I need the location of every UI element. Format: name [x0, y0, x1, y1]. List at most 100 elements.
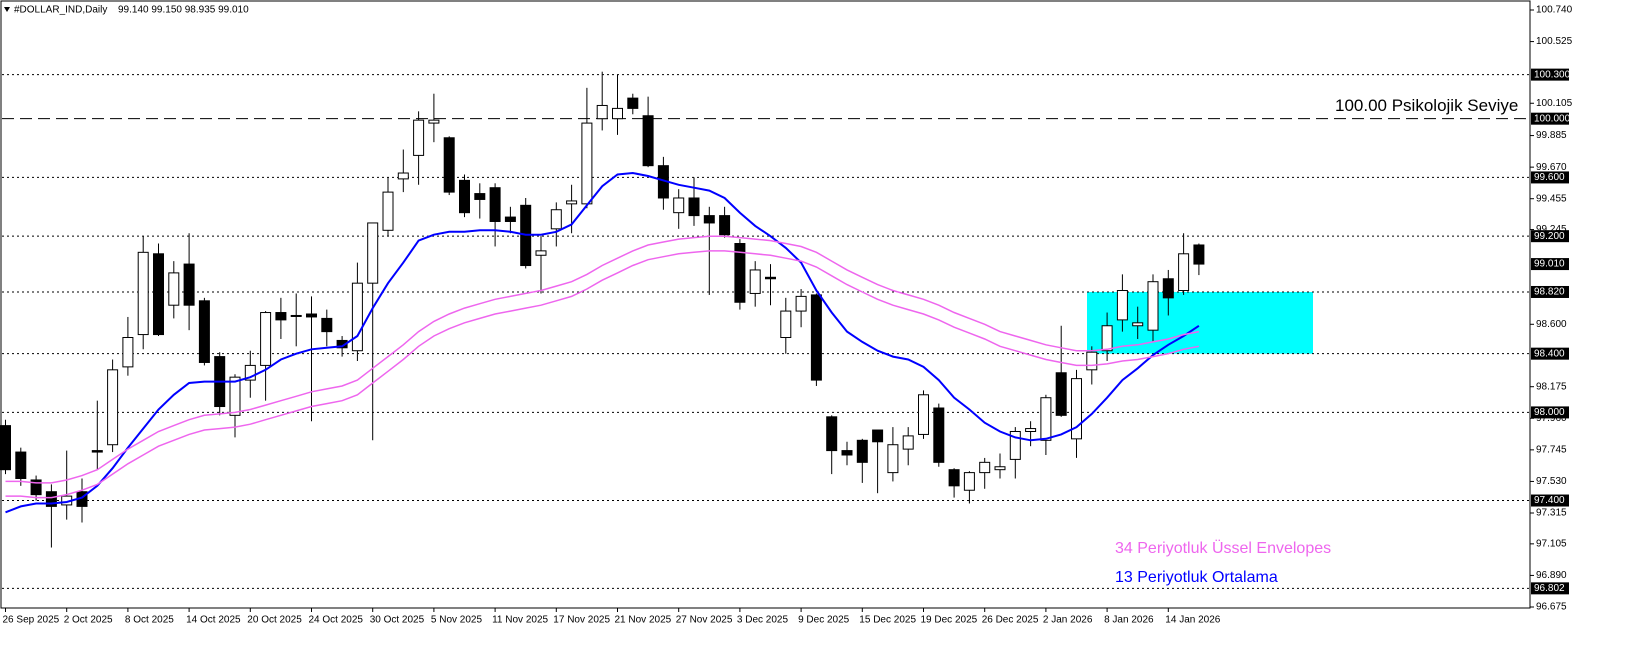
candle-body	[15, 451, 27, 479]
level-label: 100.000	[1534, 113, 1571, 124]
quote: 99.140 99.150 98.935 99.010	[118, 5, 249, 16]
x-tick-label: 19 Dec 2025	[921, 615, 978, 626]
level-label-bg	[1531, 68, 1569, 81]
level-label: 97.400	[1534, 495, 1565, 506]
y-tick-label: 96.675	[1536, 602, 1567, 613]
candle-body	[1193, 244, 1205, 265]
candle-body	[474, 193, 486, 200]
candle-body	[122, 337, 134, 368]
candle-body	[91, 450, 103, 453]
candle-body	[887, 444, 899, 474]
candle-body	[902, 435, 914, 450]
x-tick-label: 2 Jan 2026	[1043, 615, 1093, 626]
x-tick-label: 30 Oct 2025	[370, 615, 425, 626]
candle-body	[1040, 397, 1052, 441]
candle-body	[918, 394, 929, 435]
indicator-line	[5, 250, 1200, 499]
chart-title: #DOLLAR_IND,Daily	[14, 5, 107, 16]
y-tick-label: 99.885	[1536, 130, 1567, 141]
candle-body	[872, 429, 884, 443]
y-tick-label: 97.315	[1536, 508, 1567, 519]
candle-body	[612, 107, 623, 120]
legend-label: 34 Periyotluk Üssel Envelopes	[1115, 539, 1331, 557]
x-tick-label: 11 Nov 2025	[492, 615, 548, 626]
candle-body	[780, 310, 792, 339]
candle-body	[596, 104, 608, 120]
bid-label-bg	[1531, 258, 1569, 271]
candle-body	[351, 282, 363, 352]
candle-body	[765, 276, 776, 280]
level-label: 100.300	[1534, 69, 1571, 80]
y-tick-label: 98.175	[1536, 381, 1567, 392]
x-tick-label: 2 Oct 2025	[64, 615, 113, 626]
y-tick-label: 96.890	[1536, 570, 1567, 581]
candle-body	[428, 119, 440, 124]
candle-body	[535, 250, 547, 256]
candle-body	[719, 215, 731, 236]
y-tick-label: 100.105	[1536, 98, 1573, 109]
candle-body	[244, 364, 256, 381]
candle-body	[459, 179, 470, 214]
y-tick-label: 99.245	[1536, 224, 1567, 235]
candle-body	[1025, 428, 1037, 432]
level-label: 98.000	[1534, 407, 1565, 418]
candle-body	[1132, 322, 1144, 327]
x-tick-label: 14 Oct 2025	[186, 615, 241, 626]
candle-body	[826, 416, 838, 452]
level-note: 100.00 Psikolojik Seviye	[1335, 96, 1518, 115]
candle-body	[673, 197, 685, 214]
candle-body	[856, 439, 868, 463]
bid-label: 99.010	[1534, 259, 1565, 270]
y-tick-label: 97.745	[1536, 444, 1567, 455]
candle-body	[1071, 378, 1082, 440]
level-label: 98.400	[1534, 348, 1565, 359]
candle-body	[550, 209, 562, 230]
candle-body	[749, 269, 761, 294]
candle-body	[1101, 325, 1113, 352]
y-tick-label: 97.530	[1536, 476, 1567, 487]
candle-body	[367, 222, 379, 284]
x-tick-label: 20 Oct 2025	[247, 615, 302, 626]
candle-body	[168, 272, 180, 306]
x-tick-label: 17 Nov 2025	[553, 615, 610, 626]
x-tick-label: 3 Dec 2025	[737, 615, 789, 626]
x-tick-label: 5 Nov 2025	[431, 615, 483, 626]
level-label-bg	[1531, 171, 1569, 184]
candle-body	[30, 479, 42, 496]
candle-body	[443, 137, 455, 193]
level-label-bg	[1531, 230, 1569, 243]
x-tick-label: 8 Oct 2025	[125, 615, 174, 626]
candle-body	[0, 425, 11, 471]
level-label: 99.600	[1534, 172, 1565, 183]
candle-body	[413, 119, 425, 156]
level-label-bg	[1531, 406, 1569, 419]
candle-body	[688, 197, 700, 217]
x-tick-label: 21 Nov 2025	[615, 615, 672, 626]
candle-body	[1086, 351, 1098, 371]
candle-body	[183, 263, 195, 306]
indicator-line	[5, 235, 1200, 484]
y-tick-label: 99.455	[1536, 193, 1567, 204]
x-tick-label: 14 Jan 2026	[1165, 615, 1220, 626]
candle-body	[841, 450, 853, 456]
candle-body	[107, 369, 119, 446]
candle-body	[734, 243, 746, 303]
y-tick-label: 98.600	[1536, 319, 1567, 330]
candle-body	[963, 472, 975, 491]
candle-body	[306, 313, 317, 318]
candle-body	[642, 115, 654, 167]
candle-body	[382, 191, 394, 231]
level-label-bg	[1531, 494, 1569, 507]
candle-body	[810, 294, 822, 381]
candle-body	[948, 469, 960, 487]
y-tick-label: 100.740	[1536, 5, 1573, 16]
candle-body	[566, 200, 578, 205]
y-tick-label: 97.960	[1536, 413, 1567, 424]
header-icon	[4, 7, 10, 12]
candle-body	[1116, 290, 1128, 321]
legend-label: 13 Periyotluk Ortalama	[1115, 569, 1278, 586]
level-label: 96.802	[1534, 583, 1565, 594]
candle-body	[397, 172, 409, 180]
candle-body	[703, 215, 715, 224]
